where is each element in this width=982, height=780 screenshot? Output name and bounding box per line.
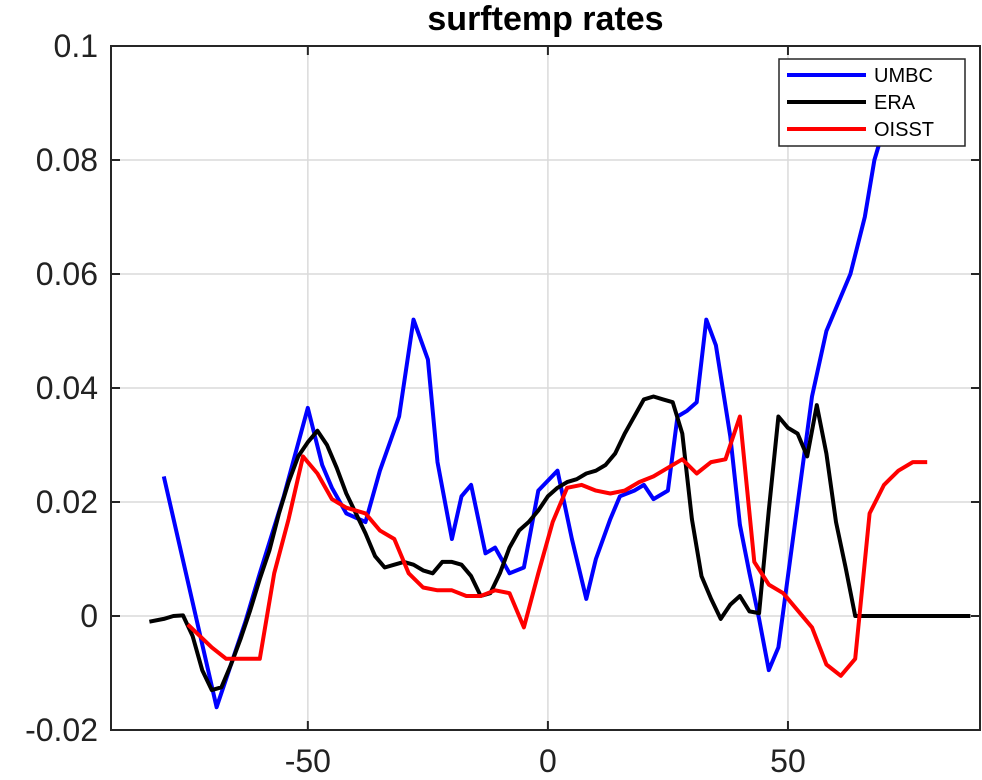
x-tick-label: 0 [539,743,557,779]
chart-title: surftemp rates [427,0,663,38]
y-tick-label: 0 [80,598,98,634]
series-line-oisst [186,414,928,678]
y-tick-label: 0.1 [54,28,98,64]
legend-items: UMBC ERA OISST [787,65,934,141]
y-tick-label: 0.08 [36,142,98,178]
legend: UMBC ERA OISST [778,58,966,147]
y-tick-label: -0.02 [25,712,98,748]
series-lines [149,109,971,710]
x-tick-label: 50 [770,743,806,779]
legend-label-era: ERA [874,92,916,114]
axis-ticks: -50 0 50 -0.02 0 0.02 0.04 0.06 0.08 0.1 [25,28,980,779]
y-tick-label: 0.04 [36,370,98,406]
series-line-era [149,394,971,693]
y-tick-label: 0.02 [36,484,98,520]
x-tick-label: -50 [285,743,331,779]
legend-label-umbc: UMBC [874,65,933,87]
y-tick-label: 0.06 [36,256,98,292]
legend-label-oisst: OISST [874,119,934,141]
